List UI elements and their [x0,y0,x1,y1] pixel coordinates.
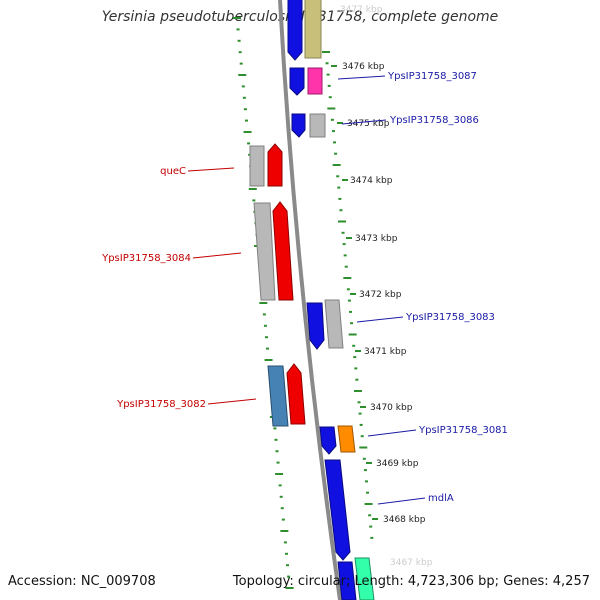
label-leader-lines [187,75,426,505]
gene-feature [249,145,265,187]
scale-label: 3477 kbp [340,5,383,15]
gene-feature [304,0,322,59]
gene-feature [253,202,276,301]
gene-label: YpsIP31758_3082 [116,399,206,410]
inner-tick-marks [322,51,374,539]
leader-line [337,75,386,80]
genome-stats: Topology: circular; Length: 4,723,306 bp… [232,574,590,589]
gene-feature [272,201,294,301]
gene-feature [309,113,326,138]
gene-feature [286,363,306,425]
gene-label: queC [160,166,186,177]
gene-label: YpsIP31758_3083 [405,312,495,323]
scale-label: 3467 kbp [390,558,433,568]
gene-label: YpsIP31758_3087 [387,71,477,82]
gene-feature [337,425,356,453]
gene-feature [354,557,375,600]
gene-feature [319,426,337,455]
scale-label: 3468 kbp [383,515,426,525]
gene-labels: YpsIP31758_3087 YpsIP31758_3086 queC Yps… [101,71,508,504]
scale-label: 3470 kbp [370,403,413,413]
gene-feature [324,459,351,561]
gene-features [249,0,375,600]
length-text: Length: 4,723,306 bp [354,574,495,589]
topology-text: Topology: circular [232,574,346,589]
gene-feature [324,299,344,349]
scale-label: 3471 kbp [364,347,407,357]
gene-label: YpsIP31758_3086 [389,115,479,126]
leader-line [341,119,387,125]
gene-feature [337,561,357,600]
gene-feature [267,143,283,187]
leader-line [377,497,426,505]
leader-line [207,398,257,405]
scale-label: 3475 kbp [347,119,390,129]
outer-tick-marks [233,17,294,589]
gene-label: mdlA [428,493,454,504]
scale-ticks [331,65,378,520]
genome-backbone [278,0,342,600]
leader-line [356,316,404,323]
gene-feature [306,302,325,350]
scale-label: 3474 kbp [350,176,393,186]
leader-line [367,429,417,437]
accession-text: Accession: NC_009708 [8,574,156,589]
gene-feature [287,0,303,61]
genes-text: Genes: 4,257 [503,574,590,589]
scale-label: 3476 kbp [342,62,385,72]
scale-label: 3472 kbp [359,290,402,300]
gene-feature [291,113,306,138]
scale-label: 3473 kbp [355,234,398,244]
scale-labels: 3477 kbp 3476 kbp 3475 kbp 3474 kbp 3473… [340,5,433,568]
scale-label: 3469 kbp [376,459,419,469]
gene-feature [289,67,305,96]
leader-line [192,252,242,259]
gene-feature [267,365,289,427]
gene-label: YpsIP31758_3081 [418,425,508,436]
gene-label: YpsIP31758_3084 [101,253,191,264]
gene-feature [307,67,323,95]
leader-line [187,167,235,172]
